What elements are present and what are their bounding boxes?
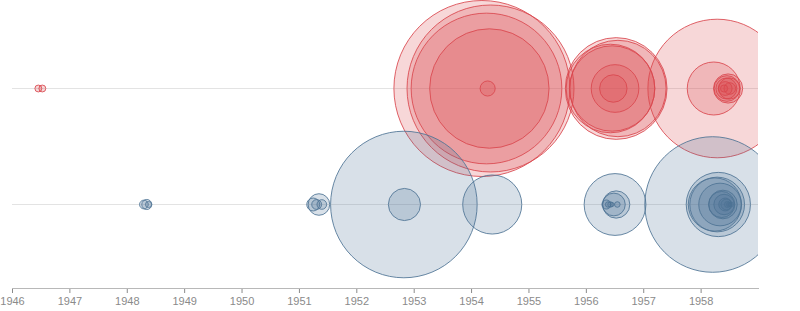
svg-text:1954: 1954 [459,295,483,307]
svg-text:1958: 1958 [689,295,713,307]
svg-text:1957: 1957 [631,295,655,307]
svg-text:1951: 1951 [287,295,311,307]
svg-text:1948: 1948 [115,295,139,307]
svg-text:1947: 1947 [58,295,82,307]
svg-text:1949: 1949 [172,295,196,307]
svg-text:1956: 1956 [574,295,598,307]
svg-text:1950: 1950 [230,295,254,307]
svg-text:1953: 1953 [402,295,426,307]
svg-text:1952: 1952 [345,295,369,307]
svg-text:1946: 1946 [0,295,24,307]
svg-text:1955: 1955 [517,295,541,307]
